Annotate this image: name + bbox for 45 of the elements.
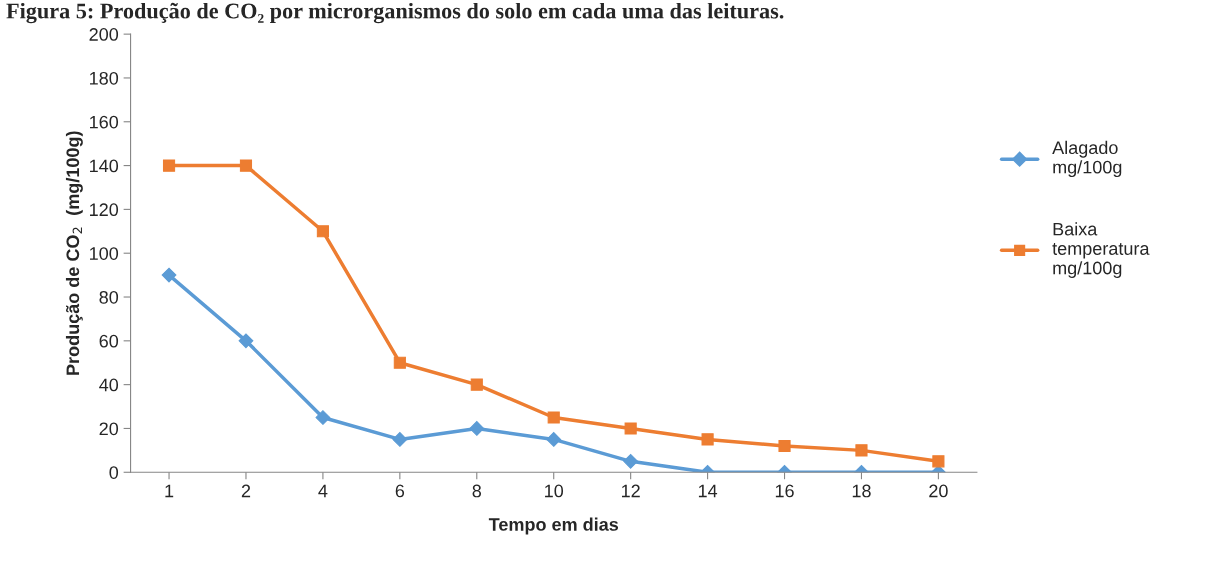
- point: [393, 356, 406, 369]
- point: [315, 410, 331, 425]
- point: [932, 455, 945, 468]
- point: [162, 159, 176, 172]
- point: [238, 333, 254, 349]
- y-tick-label: 120: [90, 203, 119, 217]
- x-tick-label: 2: [241, 484, 251, 498]
- x-tick-label: 18: [852, 484, 871, 498]
- chart-title: Figura 5: Produção de CO₂ por microrganismos do solo em cada uma das leituras.: [6, 2, 784, 24]
- y-tick-label: 160: [90, 115, 119, 129]
- point: [624, 422, 637, 435]
- y-tick-label: 200: [89, 28, 119, 41]
- y-axis-title: Produção de CO$_{2}$ (mg/100g): [65, 131, 83, 375]
- x-tick-label: 8: [472, 484, 482, 498]
- x-tick-label: 12: [621, 484, 640, 498]
- x-tick-label: 10: [545, 484, 564, 498]
- point: [546, 432, 562, 447]
- point: [701, 433, 714, 446]
- point: [161, 267, 177, 283]
- y-tick-label: 180: [90, 71, 119, 85]
- y-tick-label: 20: [99, 422, 119, 436]
- x-tick-label: 1: [165, 484, 174, 498]
- point: [392, 432, 408, 447]
- y-tick-label: 60: [99, 334, 119, 348]
- point: [239, 159, 253, 172]
- x-tick-label: 16: [775, 484, 794, 498]
- x-axis-title: Tempo em dias: [488, 517, 619, 535]
- point: [778, 439, 791, 453]
- point: [547, 411, 560, 424]
- point: [855, 444, 868, 457]
- y-tick-label: 140: [90, 159, 119, 173]
- x-tick-label: 20: [929, 484, 948, 498]
- point: [623, 453, 639, 469]
- y-tick-label: 100: [90, 247, 119, 260]
- y-tick-label: 80: [99, 290, 119, 304]
- x-tick-label: 14: [698, 484, 718, 498]
- legend-label: Baixa temperatura mg/100g: [1052, 222, 1150, 278]
- x-tick-label: 4: [318, 484, 328, 498]
- legend-label: Alagado mg/100g: [1052, 140, 1122, 178]
- point: [469, 421, 485, 436]
- y-tick-label: 40: [99, 378, 119, 392]
- x-tick-label: 6: [395, 484, 405, 498]
- point: [316, 225, 329, 238]
- y-tick-label: 0: [109, 466, 119, 479]
- point: [470, 378, 483, 391]
